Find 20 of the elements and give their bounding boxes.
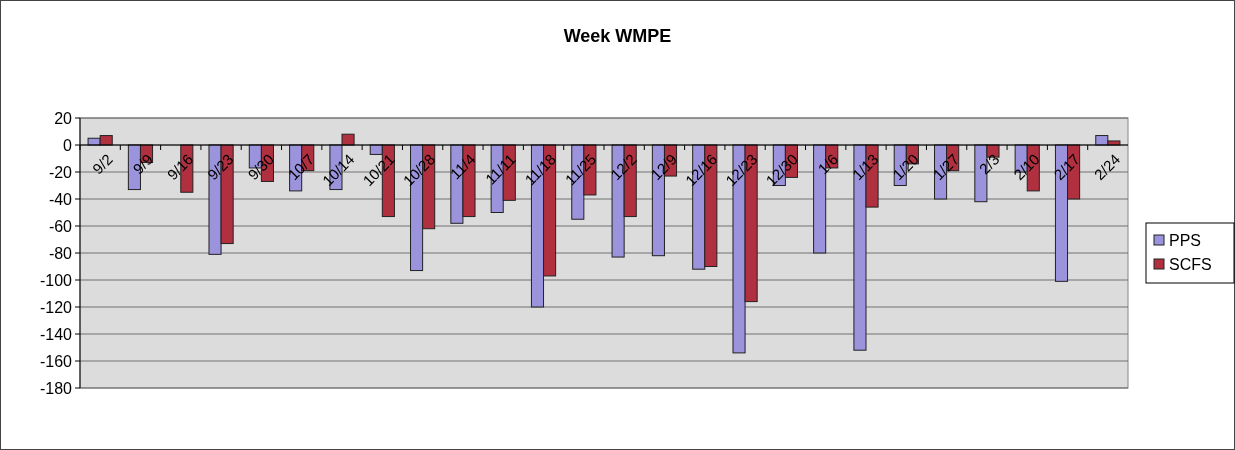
x-tick-label: 12/9 [647,150,681,184]
y-tick-label: 0 [63,136,73,154]
chart-title: Week WMPE [563,26,672,46]
y-tick-label: -80 [48,244,73,262]
x-tick-label: 1/6 [814,150,842,178]
y-tick-label: -160 [39,352,73,370]
x-tick-label: 9/2 [88,150,116,178]
legend-label: SCFS [1169,255,1212,273]
y-tick-label: -20 [48,163,73,181]
y-tick-label: -180 [39,379,73,397]
y-tick-label: -120 [39,298,73,316]
x-tick-label: 2/3 [975,150,1003,178]
y-tick-label: -100 [39,271,73,289]
y-tick-label: -40 [48,190,73,208]
bar [341,133,355,146]
x-tick-label: 9/9 [129,150,157,178]
y-tick-label: -60 [48,217,73,235]
y-tick-label: 20 [54,109,73,127]
y-tick-label: -140 [39,325,73,343]
legend-label: PPS [1169,231,1202,249]
